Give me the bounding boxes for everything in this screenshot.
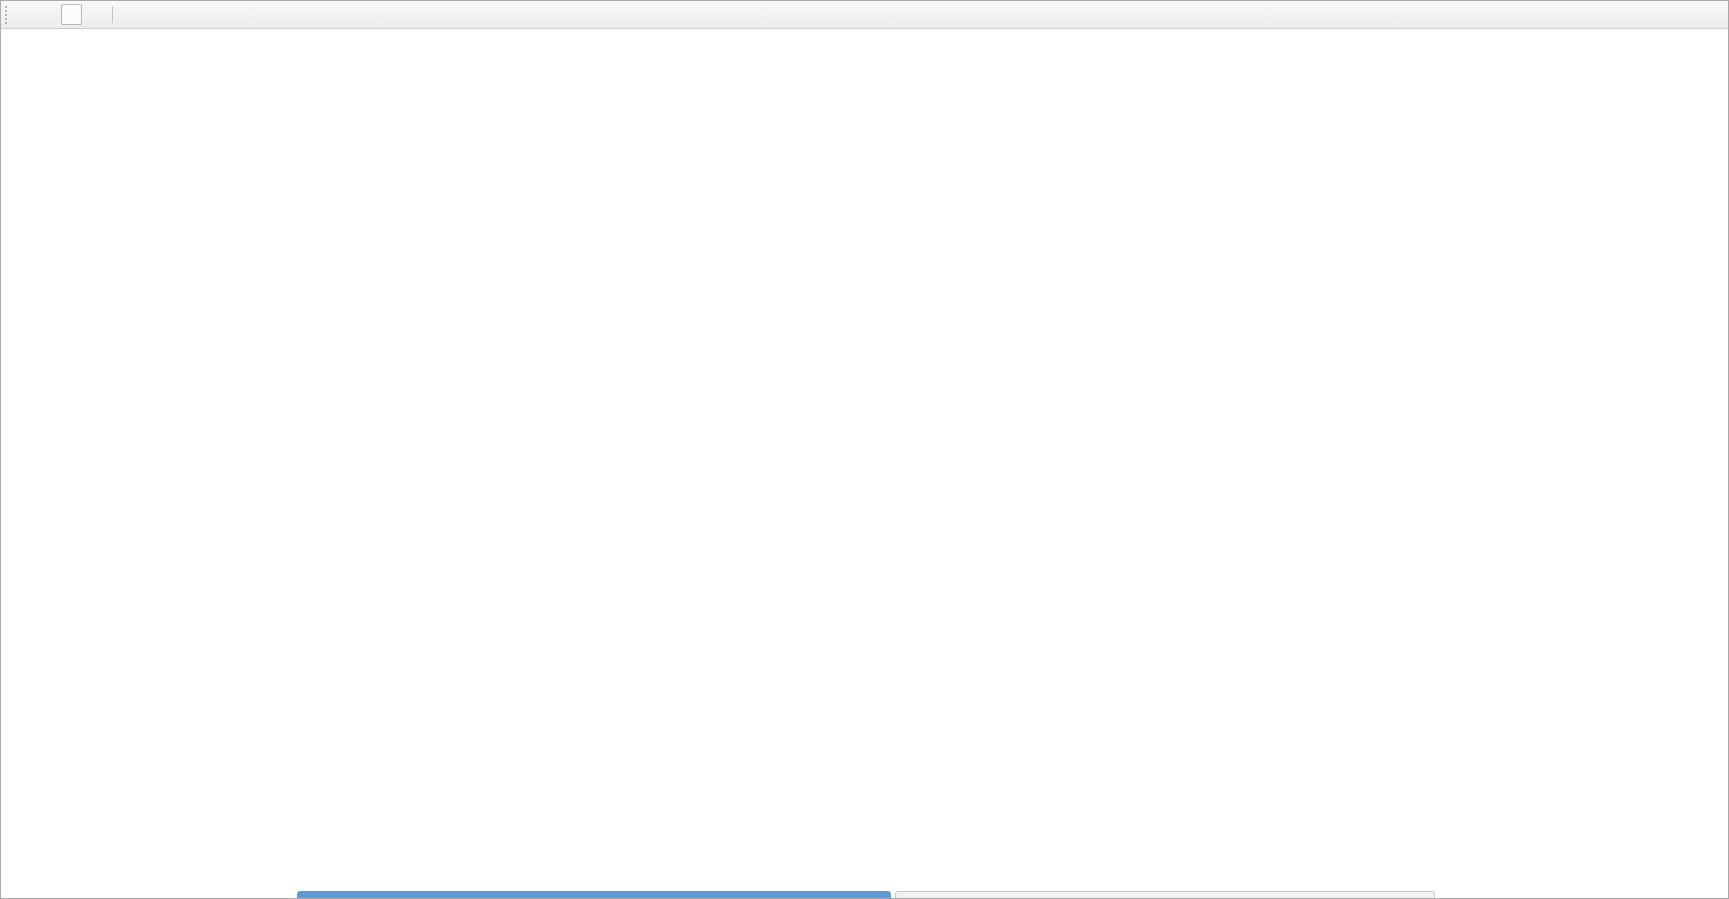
- price-chart-canvas[interactable]: [1, 29, 1728, 898]
- taskbar-light-segment[interactable]: [895, 891, 1435, 898]
- indicators-button[interactable]: [15, 4, 36, 25]
- draw-tool-button[interactable]: [84, 4, 105, 25]
- toolbar-drag-handle[interactable]: [5, 5, 9, 24]
- text-tool-button[interactable]: [61, 4, 82, 25]
- taskbar-blue-segment[interactable]: [297, 891, 891, 898]
- chart-area: [1, 29, 1728, 898]
- toolbar-separator: [112, 6, 113, 23]
- taskbar-strip: [1, 891, 1728, 898]
- toolbar: [1, 1, 1728, 29]
- cursor-tool-button[interactable]: [38, 4, 59, 25]
